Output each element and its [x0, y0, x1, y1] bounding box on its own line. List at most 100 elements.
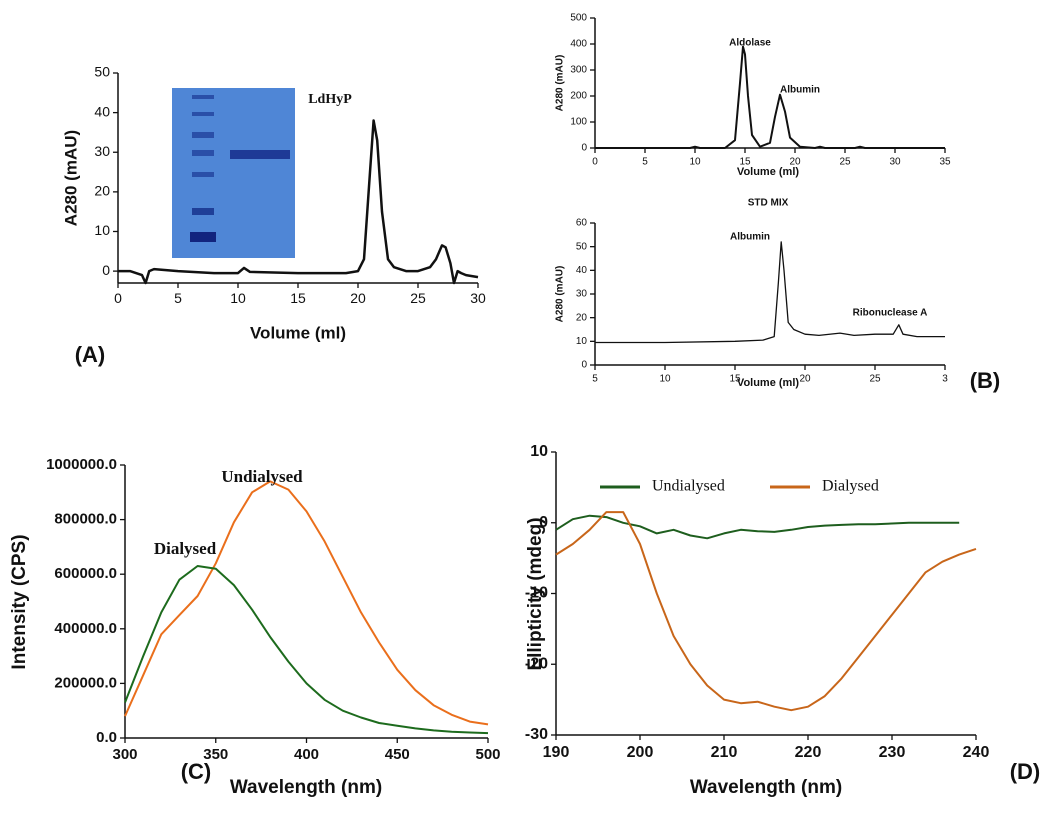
- y-tick-label: 400000.0: [54, 620, 117, 637]
- y-tick-label: 0.0: [96, 729, 117, 746]
- y-tick-label: 400: [570, 39, 587, 50]
- annotation: Albumin: [780, 85, 820, 96]
- x-tick-label: 230: [879, 744, 906, 761]
- x-axis-label: Wavelength (nm): [230, 777, 382, 798]
- y-tick-label: 0: [539, 514, 548, 531]
- y-tick-label: -10: [525, 585, 548, 602]
- panel-label: (A): [75, 342, 106, 367]
- y-axis-label: A280 (mAU): [555, 55, 566, 112]
- y-tick-label: 10: [94, 222, 110, 238]
- y-tick-label: 10: [576, 336, 588, 347]
- x-tick-label: 35: [939, 157, 951, 168]
- x-axis-label: Volume (ml): [737, 377, 799, 389]
- legend-label: Dialysed: [822, 478, 879, 495]
- line: [595, 45, 945, 149]
- gel-band: [192, 208, 214, 215]
- y-tick-label: 40: [94, 103, 110, 119]
- y-tick-label: -20: [525, 655, 548, 672]
- y-tick-label: 0: [581, 360, 587, 371]
- line: [555, 514, 960, 540]
- y-tick-label: 30: [576, 289, 588, 300]
- y-axis-label: A280 (mAU): [61, 130, 80, 226]
- gel-band: [190, 232, 216, 242]
- x-tick-label: 220: [795, 744, 822, 761]
- x-tick-label: 15: [729, 374, 741, 385]
- x-tick-label: 15: [290, 290, 306, 306]
- annotation: LdHyP: [308, 92, 352, 107]
- panel-label: (C): [181, 759, 212, 784]
- y-tick-label: 0: [581, 143, 587, 154]
- line: [124, 565, 489, 735]
- series-label: Undialysed: [221, 467, 303, 486]
- gel-inset: [172, 88, 295, 258]
- x-tick-label: 5: [174, 290, 182, 306]
- x-tick-label: 200: [627, 744, 654, 761]
- x-tick-label: 15: [739, 157, 751, 168]
- y-tick-label: 30: [94, 143, 110, 159]
- y-tick-label: 20: [94, 183, 110, 199]
- x-tick-label: 20: [789, 157, 801, 168]
- y-tick-label: 1000000.0: [46, 456, 117, 473]
- x-tick-label: 25: [869, 374, 881, 385]
- x-tick-label: 25: [839, 157, 851, 168]
- x-tick-label: 190: [543, 744, 570, 761]
- x-axis-label: Volume (ml): [737, 166, 799, 178]
- x-tick-label: 500: [475, 746, 500, 763]
- line: [118, 119, 479, 285]
- annotation: Aldolase: [729, 38, 771, 49]
- y-tick-label: 300: [570, 65, 587, 76]
- x-tick-label: 30: [470, 290, 486, 306]
- y-tick-label: 500: [570, 13, 587, 24]
- y-tick-label: 100: [570, 117, 587, 128]
- gel-band: [192, 132, 214, 138]
- x-tick-label: 10: [659, 374, 671, 385]
- annotation: Ribonuclease A: [853, 308, 928, 319]
- y-tick-label: -30: [525, 726, 548, 743]
- x-tick-label: 5: [592, 374, 598, 385]
- y-tick-label: 50: [94, 64, 110, 80]
- x-tick-label: 0: [592, 157, 598, 168]
- legend-label: Undialysed: [652, 478, 725, 495]
- x-tick-label: 0: [114, 290, 122, 306]
- gel-band: [192, 95, 214, 99]
- x-axis-label: Volume (ml): [250, 323, 346, 342]
- y-axis-label: A280 (mAU): [555, 266, 566, 323]
- line: [124, 480, 489, 726]
- x-tick-label: 10: [689, 157, 701, 168]
- y-tick-label: 800000.0: [54, 511, 117, 528]
- gel-band: [230, 150, 290, 159]
- x-tick-label: 30: [889, 157, 901, 168]
- panel-label: (D): [1010, 759, 1041, 784]
- y-tick-label: 20: [576, 312, 588, 323]
- annotation: Albumin: [730, 232, 770, 243]
- y-tick-label: 200000.0: [54, 674, 117, 691]
- y-tick-label: 600000.0: [54, 565, 117, 582]
- x-tick-label: 400: [294, 746, 319, 763]
- gel-band: [192, 150, 214, 156]
- y-tick-label: 200: [570, 91, 587, 102]
- line: [595, 241, 945, 344]
- x-tick-label: 3: [942, 374, 948, 385]
- x-tick-label: 450: [385, 746, 410, 763]
- gel-band: [192, 172, 214, 177]
- x-tick-label: 350: [203, 746, 228, 763]
- x-tick-label: 25: [410, 290, 426, 306]
- panel-label: (B): [970, 368, 1001, 393]
- y-tick-label: 0: [102, 262, 110, 278]
- x-tick-label: 20: [799, 374, 811, 385]
- x-tick-label: 300: [112, 746, 137, 763]
- y-tick-label: 50: [576, 241, 588, 252]
- chart-title: STD MIX: [748, 198, 789, 209]
- x-axis-label: Wavelength (nm): [690, 777, 842, 798]
- gel-band: [192, 112, 214, 116]
- x-tick-label: 20: [350, 290, 366, 306]
- x-tick-label: 210: [711, 744, 738, 761]
- y-tick-label: 60: [576, 218, 588, 229]
- x-tick-label: 5: [642, 157, 648, 168]
- y-tick-label: 10: [530, 443, 548, 460]
- series-label: Dialysed: [154, 539, 217, 558]
- x-tick-label: 10: [230, 290, 246, 306]
- y-axis-label: Intensity (CPS): [9, 534, 30, 669]
- x-tick-label: 240: [963, 744, 990, 761]
